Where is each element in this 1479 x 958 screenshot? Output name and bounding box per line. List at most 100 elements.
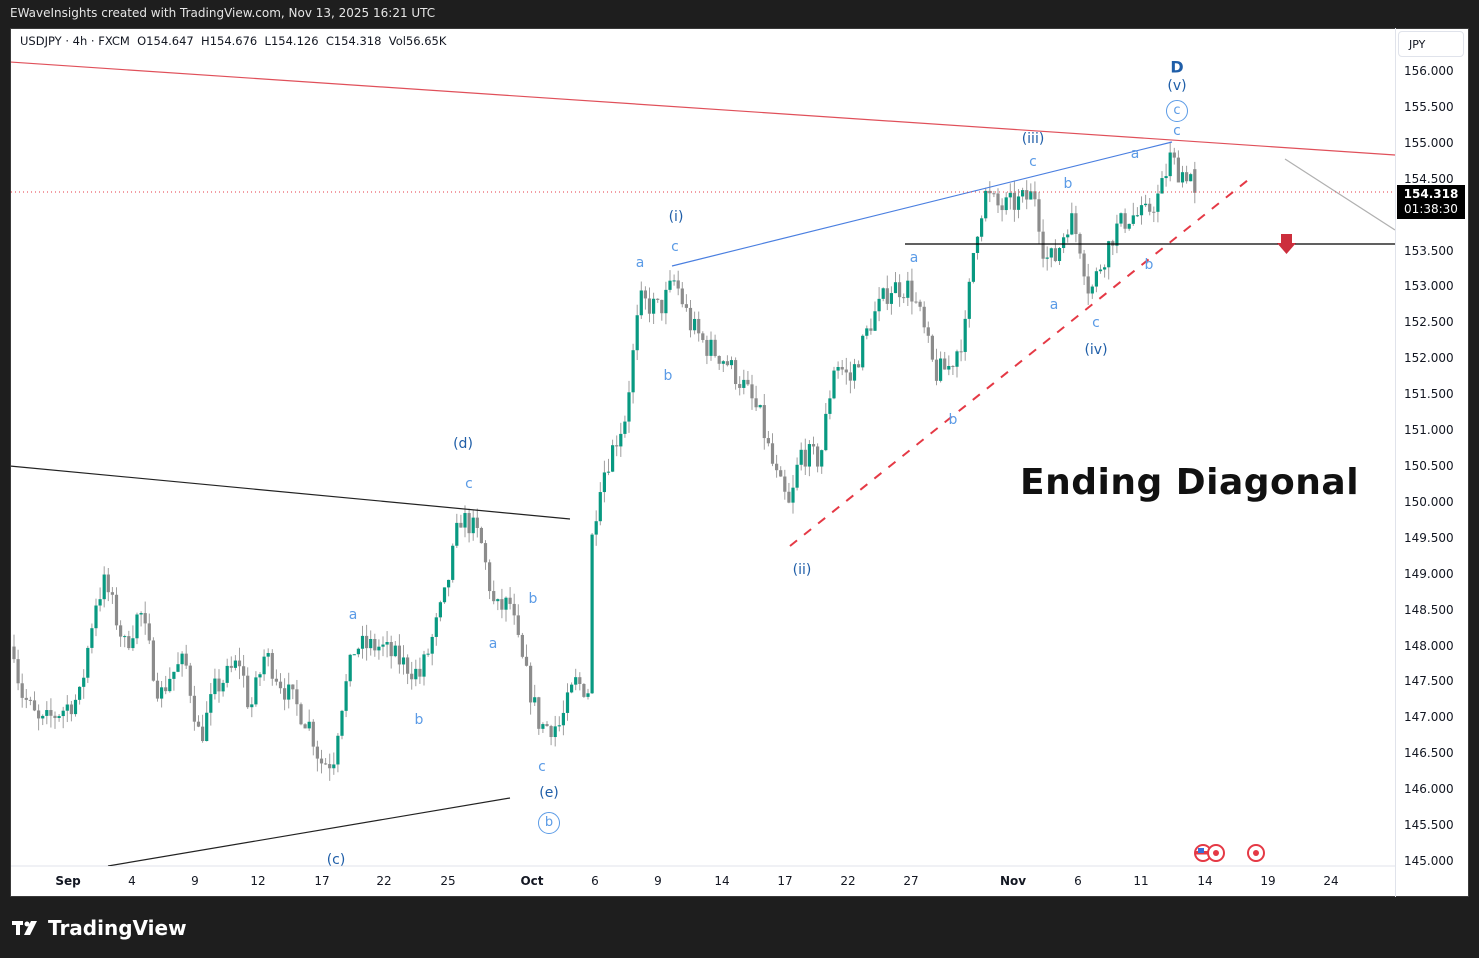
wave-label[interactable]: b [414,712,424,728]
bull-candle [213,678,217,695]
projection-line[interactable] [1284,158,1395,231]
wave-label[interactable]: b [663,368,673,384]
bear-candle [69,704,73,715]
wave-label[interactable]: a [1049,297,1059,313]
bull-candle [598,492,602,522]
wave-label[interactable]: a [348,607,358,623]
price-label: 155.500 [1404,99,1454,114]
bear-candle [680,288,684,305]
bull-candle [709,339,713,356]
wave-label[interactable]: c [1092,315,1100,331]
bull-candle [250,704,254,708]
wave-label[interactable]: (i) [668,209,684,225]
wave-label[interactable]: c [671,239,679,255]
bull-candle [73,699,78,715]
bull-candle [828,398,832,414]
wave-label[interactable]: b [538,812,560,834]
bull-candle [496,599,500,602]
bear-candle [299,704,303,725]
price-axis[interactable] [1395,28,1470,897]
bull-candle [590,534,594,694]
wave-label[interactable]: (c) [326,852,346,868]
candlestick-series [12,141,1197,781]
bear-candle [885,288,889,304]
bull-candle [820,450,824,467]
wave-label[interactable]: a [635,255,645,271]
bear-candle [155,680,160,699]
bull-candle [963,318,967,352]
bull-candle [266,653,270,657]
wave-label[interactable]: a [1130,146,1140,162]
price-label: 149.000 [1404,566,1454,581]
blue-iii-v-line[interactable] [671,141,1173,267]
bull-candle [557,725,561,727]
tradingview-logo[interactable]: TradingView [12,916,187,940]
bull-candle [45,710,49,716]
triangle-lower-line[interactable] [107,797,511,866]
bull-candle [430,636,434,654]
bear-candle [615,445,619,447]
wave-label[interactable]: b [528,591,538,607]
bull-candle [258,674,262,678]
triangle-upper-line[interactable] [10,465,571,520]
bear-candle [1012,192,1016,210]
bear-candle [701,333,705,340]
red-dashed-support-line[interactable] [789,179,1249,547]
bear-candle [1123,213,1127,229]
bear-candle [930,335,934,360]
event-icon[interactable] [1247,844,1265,862]
red-resistance-line[interactable] [10,61,1395,156]
time-label: 9 [654,874,662,888]
wave-label[interactable]: (iii) [1021,131,1045,147]
bear-candle [127,636,131,649]
bear-candle [910,280,914,302]
wave-label[interactable]: a [488,636,498,652]
bear-candle [787,491,791,503]
bull-candle [594,521,598,535]
wave-label[interactable]: c [1173,123,1181,139]
bear-candle [324,763,328,765]
wave-label[interactable]: b [1144,257,1154,273]
wave-label[interactable]: D [1170,57,1184,77]
bull-candle [668,280,672,290]
bear-candle [1193,169,1197,193]
chart-panel[interactable] [10,28,1469,897]
time-label: 12 [250,874,266,888]
bull-candle [1164,176,1168,179]
current-price: 154.318 [1403,187,1459,201]
price-label: 153.000 [1404,279,1454,294]
wave-label[interactable]: (e) [539,785,559,801]
wave-label[interactable]: (iv) [1084,342,1108,358]
bull-candle [623,421,627,434]
time-label: 9 [191,874,199,888]
wave-label[interactable]: c [1029,154,1037,170]
wave-label[interactable]: a [909,250,919,266]
wave-label[interactable]: (v) [1167,78,1187,94]
bear-candle [750,384,754,399]
bear-candle [242,666,246,676]
wave-label[interactable]: b [948,412,958,428]
symbol-legend[interactable]: USDJPY · 4h · FXCM O154.647 H154.676 L15… [20,34,447,48]
event-icon[interactable] [1207,844,1225,862]
bear-candle [992,193,996,195]
bull-candle [1180,172,1185,183]
wave-label[interactable]: (ii) [792,562,812,578]
bull-candle [574,677,578,685]
bull-candle [426,653,430,655]
wave-label[interactable]: c [1166,100,1188,122]
bull-candle [287,684,291,700]
wave-label[interactable]: c [465,476,473,492]
bull-candle [336,735,340,765]
bear-candle [770,443,775,464]
wave-label[interactable]: c [538,759,546,775]
bear-candle [508,597,512,604]
bear-candle [738,384,742,388]
currency-button[interactable]: JPY [1398,31,1464,57]
bear-candle [844,369,848,373]
bull-candle [381,644,385,647]
wave-label[interactable]: (d) [453,436,473,452]
bear-candle [1152,211,1156,213]
wave-label[interactable]: b [1063,176,1073,192]
bear-candle [184,653,188,666]
